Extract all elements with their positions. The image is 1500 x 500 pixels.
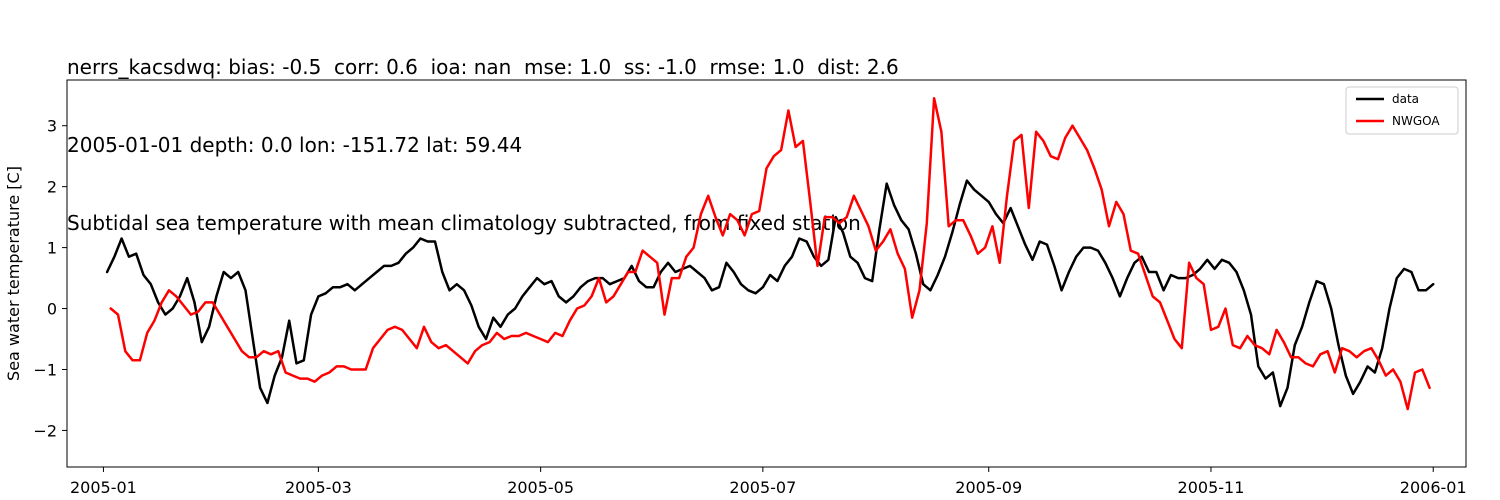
y-tick-label: 0 bbox=[47, 300, 57, 319]
chart-title-line-1: nerrs_kacsdwq: bias: -0.5 corr: 0.6 ioa:… bbox=[67, 55, 899, 79]
legend: data NWGOA bbox=[1345, 86, 1459, 135]
x-tick-label: 2005-09 bbox=[955, 478, 1022, 497]
y-axis-label: Sea water temperature [C] bbox=[4, 166, 23, 381]
x-tick-label: 2005-11 bbox=[1178, 478, 1245, 497]
x-tick-label: 2005-05 bbox=[507, 478, 574, 497]
y-axis: −2 −1 0 1 2 3 bbox=[33, 117, 67, 440]
series-line-data bbox=[105, 179, 1435, 408]
chart-title-line-2: 2005-01-01 depth: 0.0 lon: -151.72 lat: … bbox=[67, 133, 523, 157]
y-tick-label: 3 bbox=[47, 117, 57, 136]
x-tick-label: 2006-01 bbox=[1400, 478, 1467, 497]
y-tick-label: −2 bbox=[33, 421, 57, 440]
x-axis: 2005-01 2005-03 2005-05 2005-07 2005-09 2005-… bbox=[70, 467, 1467, 497]
legend-label-data: data bbox=[1392, 92, 1419, 106]
plot-lines bbox=[105, 97, 1435, 411]
series-line-nwgoa bbox=[109, 97, 1431, 411]
y-tick-label: 1 bbox=[47, 239, 57, 258]
plot-frame bbox=[66, 79, 1467, 468]
x-tick-label: 2005-01 bbox=[70, 478, 137, 497]
x-tick-label: 2005-07 bbox=[729, 478, 796, 497]
legend-label-nwgoa: NWGOA bbox=[1392, 114, 1440, 128]
y-tick-label: −1 bbox=[33, 360, 57, 379]
chart-title-line-3: Subtidal sea temperature with mean clima… bbox=[67, 211, 861, 235]
x-tick-label: 2005-03 bbox=[285, 478, 352, 497]
chart-title-block: nerrs_kacsdwq: bias: -0.5 corr: 0.6 ioa:… bbox=[67, 2, 899, 262]
y-tick-label: 2 bbox=[47, 178, 57, 197]
